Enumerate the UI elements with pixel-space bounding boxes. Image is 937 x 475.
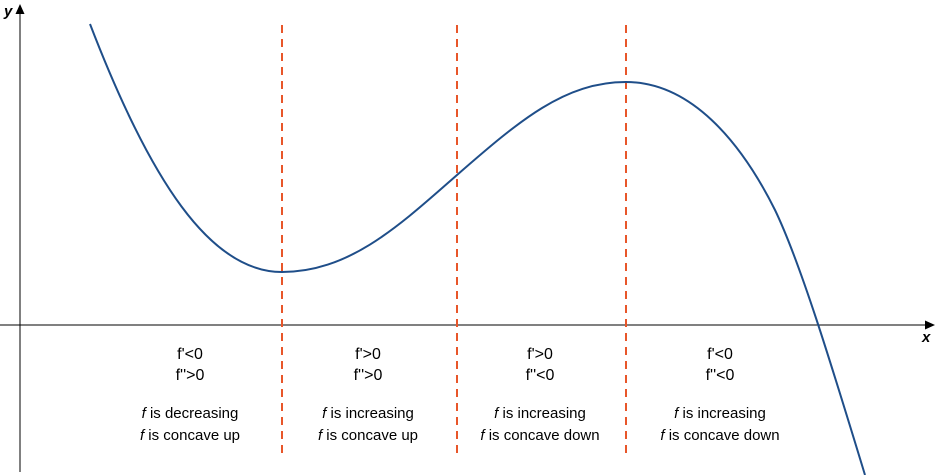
region-3-second-derivative: f''<0	[526, 367, 555, 384]
region-4-labels: f'<0 f''<0 f is increasing f is concave …	[660, 346, 779, 444]
region-1-increasing-text: f is decreasing	[142, 405, 239, 422]
region-3-first-derivative: f'>0	[527, 346, 553, 363]
y-axis-label: y	[3, 3, 13, 20]
function-curve	[89, 23, 866, 475]
region-2-second-derivative: f''>0	[354, 367, 383, 384]
region-2-concavity-text: f is concave up	[318, 427, 418, 444]
region-4-first-derivative: f'<0	[707, 346, 733, 363]
y-axis-arrow	[15, 4, 25, 14]
region-4-increasing-text: f is increasing	[674, 405, 766, 422]
region-3-concavity-text: f is concave down	[480, 427, 599, 444]
region-1-second-derivative: f''>0	[176, 367, 205, 384]
region-1-labels: f'<0 f''>0 f is decreasing f is concave …	[140, 346, 240, 444]
region-4-second-derivative: f''<0	[706, 367, 735, 384]
region-2-first-derivative: f'>0	[355, 346, 381, 363]
x-axis-arrow	[925, 320, 935, 330]
x-axis-label: x	[921, 329, 931, 346]
region-2-increasing-text: f is increasing	[322, 405, 414, 422]
region-3-increasing-text: f is increasing	[494, 405, 586, 422]
region-3-labels: f'>0 f''<0 f is increasing f is concave …	[480, 346, 599, 444]
region-1-concavity-text: f is concave up	[140, 427, 240, 444]
region-1-first-derivative: f'<0	[177, 346, 203, 363]
region-4-concavity-text: f is concave down	[660, 427, 779, 444]
region-2-labels: f'>0 f''>0 f is increasing f is concave …	[318, 346, 418, 444]
